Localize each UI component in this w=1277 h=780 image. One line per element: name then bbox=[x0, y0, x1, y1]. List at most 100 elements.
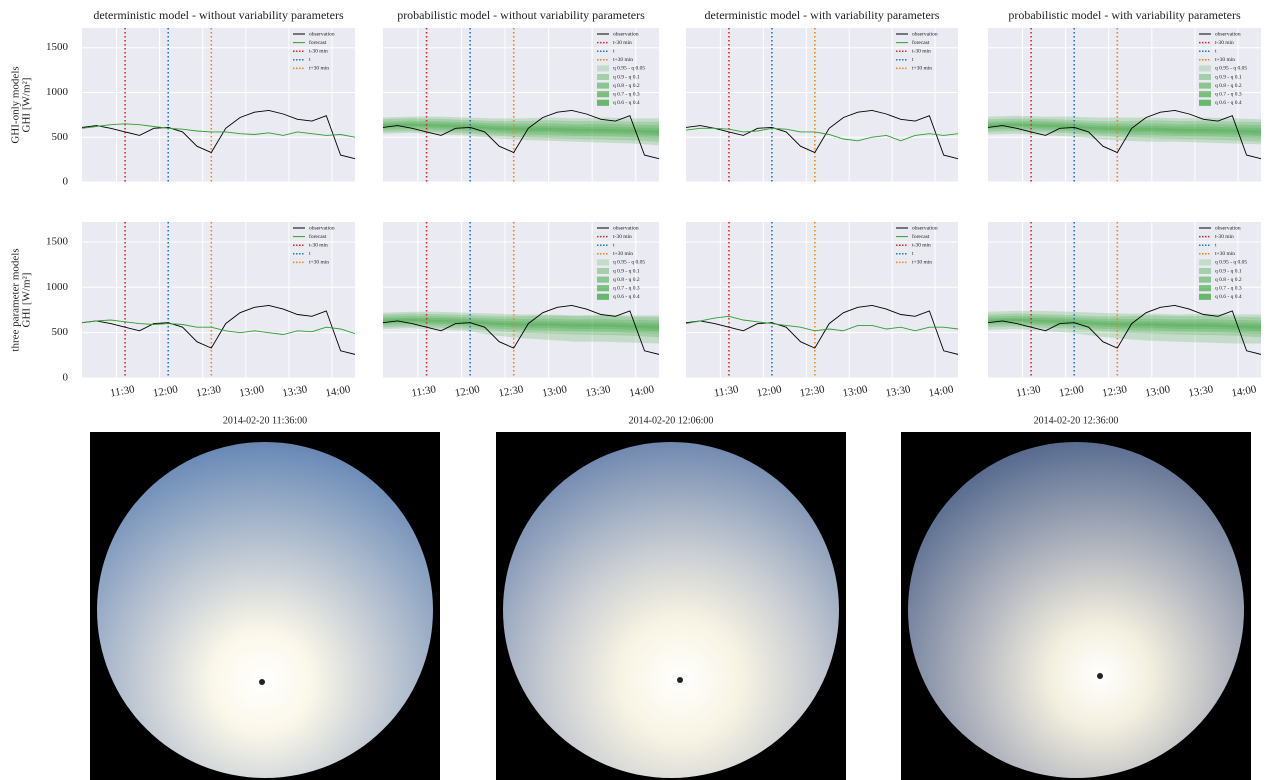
legend-label: observation bbox=[1215, 31, 1241, 37]
legend-label: observation bbox=[912, 225, 938, 231]
legend-swatch-layer bbox=[597, 83, 609, 89]
image-caption: 2014-02-20 12:06:00 bbox=[629, 415, 714, 426]
x-tick-label: 13:30 bbox=[281, 383, 308, 399]
y-tick-label: 1500 bbox=[46, 41, 69, 53]
legend-swatch bbox=[1199, 294, 1211, 300]
y-tick-label: 1000 bbox=[46, 86, 69, 98]
y-tick-label: 0 bbox=[63, 176, 69, 188]
legend-label: t+30 min bbox=[912, 66, 932, 72]
legend-swatch bbox=[597, 91, 609, 97]
legend-label: q 0.95 - q 0.05 bbox=[1215, 260, 1247, 266]
x-tick-label: 12:30 bbox=[799, 383, 826, 399]
sky-image: 2014-02-20 12:36:00 bbox=[901, 415, 1251, 780]
legend-label: forecast bbox=[309, 39, 327, 46]
x-tick-label: 11:30 bbox=[109, 383, 136, 399]
legend-label: q 0.9 - q 0.1 bbox=[613, 74, 640, 80]
legend-swatch-layer bbox=[1199, 285, 1211, 291]
legend-label: q 0.8 - q 0.2 bbox=[613, 277, 640, 283]
x-tick-label: 11:30 bbox=[1015, 383, 1042, 399]
legend-label: q 0.8 - q 0.2 bbox=[1215, 83, 1242, 89]
legend-swatch bbox=[1199, 91, 1211, 97]
legend-label: q 0.95 - q 0.05 bbox=[613, 66, 645, 72]
x-tick-label: 12:00 bbox=[756, 383, 783, 399]
x-tick-label: 14:00 bbox=[928, 383, 955, 399]
x-tick-label: 13:00 bbox=[541, 383, 568, 399]
sky-image: 2014-02-20 12:06:00 bbox=[496, 415, 846, 780]
legend-label: forecast bbox=[309, 233, 327, 240]
y-axis-label: GHI [W/m²] bbox=[21, 273, 33, 328]
legend-label: observation bbox=[1215, 225, 1241, 231]
legend-swatch bbox=[1199, 100, 1211, 106]
legend-label: q 0.6 - q 0.4 bbox=[1215, 100, 1242, 106]
x-tick-label: 14:00 bbox=[1231, 383, 1258, 399]
x-tick-label: 13:30 bbox=[1187, 383, 1214, 399]
legend-label: q 0.7 - q 0.3 bbox=[1215, 285, 1242, 291]
legend-swatch-layer bbox=[1199, 259, 1211, 265]
chart-panel: deterministic model - without variabilit… bbox=[10, 8, 355, 188]
legend-label: t-30 min bbox=[613, 234, 632, 240]
legend-label: q 0.6 - q 0.4 bbox=[613, 100, 640, 106]
legend-swatch-layer bbox=[597, 277, 609, 283]
legend-label: q 0.9 - q 0.1 bbox=[1215, 268, 1242, 274]
legend-swatch-layer bbox=[597, 259, 609, 265]
legend-label: q 0.9 - q 0.1 bbox=[613, 268, 640, 274]
x-tick-label: 13:30 bbox=[585, 383, 612, 399]
legend-swatch bbox=[597, 294, 609, 300]
x-tick-label: 14:00 bbox=[325, 383, 352, 399]
legend-label: observation bbox=[613, 31, 639, 37]
image-caption: 2014-02-20 12:36:00 bbox=[1034, 415, 1119, 426]
legend-swatch bbox=[597, 268, 609, 274]
legend-label: t-30 min bbox=[1215, 234, 1234, 240]
legend-swatch bbox=[597, 65, 609, 71]
chart-title: deterministic model - without variabilit… bbox=[93, 8, 344, 22]
legend-label: t-30 min bbox=[613, 40, 632, 46]
legend-label: forecast bbox=[912, 233, 930, 240]
figure: 2014-02-20 11:36:00 2014-02-20 12:06:00 … bbox=[0, 0, 1277, 780]
legend-label: q 0.6 - q 0.4 bbox=[1215, 294, 1242, 300]
chart-panel: three parameter modelsGHI [W/m²]05001000… bbox=[10, 222, 355, 400]
y-tick-label: 500 bbox=[52, 131, 69, 143]
legend-swatch-layer bbox=[1199, 83, 1211, 89]
legend-swatch-layer bbox=[1199, 294, 1211, 300]
x-tick-label: 11:30 bbox=[713, 383, 740, 399]
x-tick-label: 12:00 bbox=[454, 383, 481, 399]
legend-label: observation bbox=[309, 225, 335, 231]
x-tick-label: 12:30 bbox=[498, 383, 525, 399]
legend-swatch-layer bbox=[597, 74, 609, 80]
legend-label: q 0.6 - q 0.4 bbox=[613, 294, 640, 300]
legend-label: t+30 min bbox=[309, 66, 329, 72]
legend-label: t+30 min bbox=[912, 260, 932, 266]
legend-swatch-layer bbox=[597, 285, 609, 291]
legend-label: t-30 min bbox=[309, 242, 328, 248]
legend-label: t-30 min bbox=[912, 242, 931, 248]
legend-label: t-30 min bbox=[1215, 40, 1234, 46]
x-tick-label: 14:00 bbox=[628, 383, 655, 399]
x-tick-label: 12:00 bbox=[152, 383, 179, 399]
chart-panel: probabilistic model - without variabilit… bbox=[383, 8, 659, 182]
legend-swatch-layer bbox=[1199, 65, 1211, 71]
legend-swatch-layer bbox=[1199, 91, 1211, 97]
y-tick-label: 1500 bbox=[46, 235, 69, 247]
legend-label: q 0.9 - q 0.1 bbox=[1215, 74, 1242, 80]
legend-label: t-30 min bbox=[912, 48, 931, 54]
legend-swatch-layer bbox=[1199, 100, 1211, 106]
legend-label: q 0.7 - q 0.3 bbox=[613, 285, 640, 291]
legend-swatch bbox=[1199, 285, 1211, 291]
y-tick-label: 1000 bbox=[46, 281, 69, 293]
legend-swatch-layer bbox=[597, 294, 609, 300]
sky-image: 2014-02-20 11:36:00 bbox=[90, 415, 440, 780]
chart-panel: 11:3012:0012:3013:0013:3014:00observatio… bbox=[686, 222, 958, 400]
y-tick-label: 0 bbox=[63, 372, 69, 384]
x-tick-label: 13:00 bbox=[238, 383, 265, 399]
legend-swatch-layer bbox=[597, 65, 609, 71]
legend-swatch bbox=[1199, 259, 1211, 265]
legend-label: t+30 min bbox=[613, 251, 633, 257]
legend-swatch-layer bbox=[597, 91, 609, 97]
x-tick-label: 12:30 bbox=[195, 383, 222, 399]
legend-swatch-layer bbox=[1199, 268, 1211, 274]
legend-label: t+30 min bbox=[613, 57, 633, 63]
legend-label: observation bbox=[912, 31, 938, 37]
legend-swatch bbox=[597, 83, 609, 89]
